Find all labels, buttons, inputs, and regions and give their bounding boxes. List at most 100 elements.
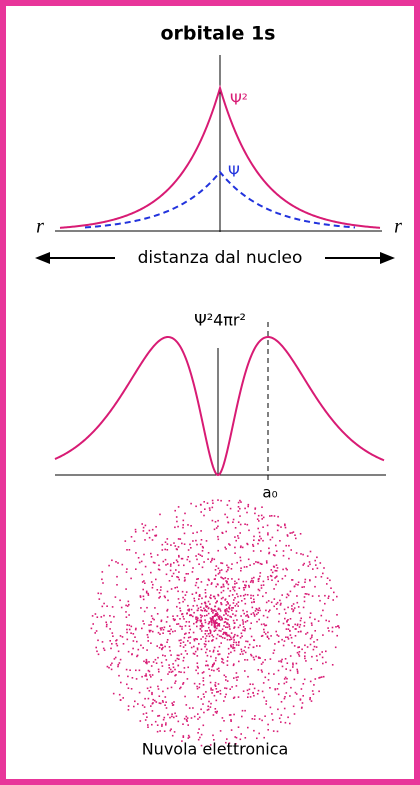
cloud-dot	[260, 537, 262, 540]
cloud-dot	[202, 671, 205, 673]
cloud-dot	[242, 690, 245, 692]
cloud-dot	[314, 618, 316, 621]
cloud-dot	[253, 694, 255, 697]
cloud-dot	[158, 597, 160, 599]
cloud-dot	[219, 615, 221, 617]
cloud-dot	[313, 641, 315, 643]
cloud-dot	[214, 659, 217, 662]
cloud-dot	[206, 605, 209, 608]
cloud-dot	[136, 654, 139, 657]
cloud-dot	[125, 616, 128, 618]
cloud-dot	[284, 676, 287, 679]
cloud-dot	[226, 680, 229, 682]
cloud-dot	[217, 535, 219, 538]
cloud-dot	[110, 647, 112, 650]
cloud-dot	[240, 632, 243, 635]
cloud-dot	[183, 671, 186, 674]
cloud-dot	[187, 604, 189, 607]
cloud-dot	[113, 658, 116, 660]
cloud-dot	[176, 520, 178, 523]
cloud-dot	[186, 612, 188, 615]
cloud-dot	[259, 562, 262, 565]
cloud-dot	[247, 726, 249, 729]
cloud-dot	[183, 717, 186, 720]
cloud-dot	[205, 660, 208, 662]
cloud-dot	[204, 609, 206, 612]
cloud-dot	[208, 507, 211, 509]
cloud-dot	[176, 548, 178, 551]
cloud-dot	[201, 550, 204, 552]
cloud-dot	[161, 644, 163, 646]
cloud-dot	[244, 651, 247, 654]
cloud-dot	[182, 641, 185, 643]
cloud-dot	[213, 578, 216, 580]
cloud-dot	[138, 561, 141, 564]
cloud-dot	[235, 736, 238, 739]
cloud-dot	[161, 543, 164, 546]
cloud-dot	[285, 681, 288, 683]
cloud-dot	[152, 583, 154, 586]
cloud-dot	[257, 594, 259, 596]
cloud-dot	[130, 536, 133, 538]
cloud-dot	[182, 519, 185, 522]
cloud-dot	[273, 598, 276, 600]
cloud-dot	[219, 619, 222, 621]
cloud-dot	[259, 609, 261, 612]
cloud-dot	[178, 578, 180, 581]
cloud-dot	[247, 675, 249, 678]
cloud-dot	[193, 600, 196, 602]
cloud-dot	[226, 504, 229, 506]
cloud-dot	[180, 653, 183, 655]
cloud-dot	[235, 539, 237, 542]
cloud-dot	[213, 694, 216, 697]
cloud-dot	[111, 559, 113, 562]
cloud-dot	[227, 578, 229, 580]
cloud-dot	[281, 594, 283, 596]
cloud-dot	[233, 627, 235, 629]
cloud-dot	[309, 612, 312, 614]
cloud-dot	[200, 638, 202, 640]
cloud-dot	[277, 641, 280, 643]
cloud-dot	[303, 678, 306, 681]
cloud-dot	[170, 628, 172, 631]
cloud-dot	[324, 594, 326, 597]
cloud-dot	[176, 654, 179, 657]
cloud-dot	[203, 501, 205, 503]
cloud-dot	[186, 678, 189, 680]
cloud-dot	[240, 501, 242, 503]
cloud-dot	[188, 621, 190, 623]
cloud-dot	[284, 526, 287, 529]
cloud-dot	[225, 580, 227, 582]
cloud-dot	[263, 736, 265, 739]
cloud-dot	[269, 706, 272, 709]
cloud-dot	[263, 696, 265, 699]
cloud-dot	[217, 594, 220, 597]
cloud-dot	[202, 625, 205, 627]
cloud-dot	[258, 539, 260, 541]
cloud-dot	[241, 600, 243, 602]
cloud-dot	[253, 535, 255, 538]
cloud-dot	[126, 628, 128, 631]
cloud-dot	[299, 630, 302, 633]
cloud-dot	[260, 550, 262, 552]
cloud-dot	[299, 698, 302, 700]
cloud-dot	[257, 689, 260, 692]
cloud-dot	[169, 729, 172, 732]
cloud-dot	[209, 603, 211, 605]
cloud-dot	[163, 716, 166, 719]
cloud-dot	[320, 676, 323, 678]
cloud-dot	[217, 683, 220, 685]
cloud-dot	[233, 639, 235, 641]
cloud-dot	[214, 597, 216, 600]
cloud-dot	[200, 609, 202, 611]
cloud-dot	[316, 639, 319, 641]
cloud-dot	[216, 633, 219, 636]
cloud-dot	[234, 583, 236, 585]
cloud-dot	[125, 571, 128, 573]
cloud-dot	[118, 662, 121, 664]
cloud-dot	[220, 562, 222, 564]
cloud-dot	[117, 663, 120, 666]
cloud-dot	[144, 675, 146, 677]
cloud-dot	[271, 719, 274, 721]
